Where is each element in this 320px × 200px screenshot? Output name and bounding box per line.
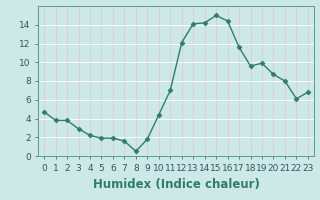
- X-axis label: Humidex (Indice chaleur): Humidex (Indice chaleur): [92, 178, 260, 191]
